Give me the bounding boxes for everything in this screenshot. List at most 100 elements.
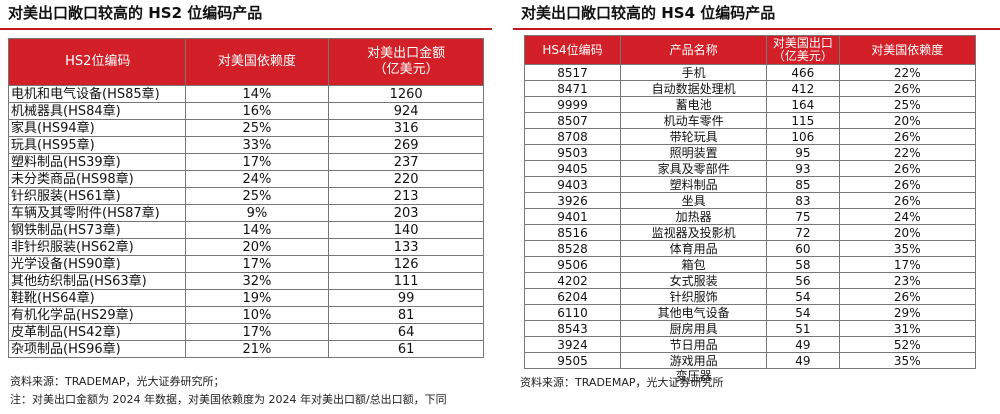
hs2-col-code: HS2位编码 — [8, 38, 186, 86]
hs4-cell-amount: 72 — [766, 224, 840, 241]
hs4-table-row: 9999 蓄电池 164 25% — [523, 96, 977, 113]
hs2-table-row: 电机和电气设备(HS85章) 14% 1260 — [8, 85, 484, 103]
hs4-cell-product: 自动数据处理机 — [620, 80, 768, 97]
hs4-cell-dependency: 26% — [838, 288, 977, 305]
hs4-cell-code: 8708 — [523, 128, 622, 145]
hs4-table-row: 8507 机动车零件 115 20% — [523, 112, 977, 129]
hs2-cell-dependency: 16% — [184, 102, 330, 120]
hs2-cell-amount: 133 — [328, 238, 484, 256]
hs2-cell-amount: 64 — [328, 323, 484, 341]
hs2-table: HS2位编码 对美国依赖度 对美出口金额 （亿美元） 电机和电气设备(HS85章… — [8, 38, 484, 358]
hs4-table-row: 3924 节日用品 49 52% — [523, 336, 977, 353]
hs4-cell-dependency: 35% — [838, 240, 977, 257]
hs2-cell-amount: 924 — [328, 102, 484, 120]
hs2-table-row: 家具(HS94章) 25% 316 — [8, 119, 484, 137]
hs2-table-row: 皮革制品(HS42章) 17% 64 — [8, 323, 484, 341]
hs4-col-amount: 对美国出口 （亿美元） — [766, 35, 840, 65]
hs2-cell-amount: 111 — [328, 272, 484, 290]
left-title: 对美出口敞口较高的 HS2 位编码产品 — [8, 4, 263, 22]
hs2-cell-code: 玩具(HS95章) — [8, 136, 186, 154]
hs4-table-row: 9403 塑料制品 85 26% — [523, 176, 977, 193]
hs4-cell-product: 加热器 — [620, 208, 768, 225]
hs2-cell-code: 塑料制品(HS39章) — [8, 153, 186, 171]
hs2-cell-amount: 213 — [328, 187, 484, 205]
hs4-col-dependency: 对美国依赖度 — [838, 35, 977, 65]
hs2-cell-code: 针织服装(HS61章) — [8, 187, 186, 205]
hs4-cell-product: 机动车零件 — [620, 112, 768, 129]
hs4-cell-amount: 466 — [766, 64, 840, 81]
hs4-cell-product: 照明装置 — [620, 144, 768, 161]
hs4-table: HS4位编码 产品名称 对美国出口 （亿美元） 对美国依赖度 8517 手机 466… — [523, 35, 977, 384]
hs2-cell-code: 车辆及其零附件(HS87章) — [8, 204, 186, 222]
hs4-table-row: 6204 针织服饰 54 26% — [523, 288, 977, 305]
hs2-table-row: 塑料制品(HS39章) 17% 237 — [8, 153, 484, 171]
hs4-cell-dependency: 24% — [838, 208, 977, 225]
hs4-cell-code: 9999 — [523, 96, 622, 113]
hs2-table-row: 玩具(HS95章) 33% 269 — [8, 136, 484, 154]
hs4-cell-dependency: 26% — [838, 160, 977, 177]
hs4-cell-product: 针织服饰 — [620, 288, 768, 305]
hs4-cell-dependency: 20% — [838, 224, 977, 241]
hs2-cell-dependency: 24% — [184, 170, 330, 188]
hs4-cell-product: 节日用品 — [620, 336, 768, 353]
hs4-cell-dependency: 26% — [838, 176, 977, 193]
hs2-cell-code: 皮革制品(HS42章) — [8, 323, 186, 341]
hs4-cell-amount: 49 — [766, 352, 840, 369]
hs4-cell-dependency: 26% — [838, 80, 977, 97]
hs4-cell-code: 9405 — [523, 160, 622, 177]
hs2-table-row: 有机化学品(HS29章) 10% 81 — [8, 306, 484, 324]
hs4-cell-code: 8543 — [523, 320, 622, 337]
hs4-table-row: 9506 箱包 58 17% — [523, 256, 977, 273]
hs4-cell-amount: 83 — [766, 192, 840, 209]
hs4-cell-code: 3924 — [523, 336, 622, 353]
hs2-header-row: HS2位编码 对美国依赖度 对美出口金额 （亿美元） — [8, 38, 484, 86]
hs2-cell-dependency: 17% — [184, 255, 330, 273]
hs2-cell-dependency: 19% — [184, 289, 330, 307]
hs4-cell-amount: 56 — [766, 272, 840, 289]
hs4-cell-amount: 106 — [766, 128, 840, 145]
hs4-cell-dependency: 31% — [838, 320, 977, 337]
hs2-cell-dependency: 14% — [184, 221, 330, 239]
hs2-cell-code: 其他纺织制品(HS63章) — [8, 272, 186, 290]
hs4-cell-product: 体育用品 — [620, 240, 768, 257]
hs4-cell-amount: 75 — [766, 208, 840, 225]
left-note: 注：对美出口金额为 2024 年数据，对美国依赖度为 2024 年对美出口额/总… — [10, 393, 447, 406]
hs4-table-row: 9503 照明装置 95 22% — [523, 144, 977, 161]
hs4-col-code: HS4位编码 — [523, 35, 622, 65]
hs4-cell-amount: 95 — [766, 144, 840, 161]
left-source: 资料来源：TRADEMAP，光大证券研究所； — [10, 375, 225, 388]
hs4-cell-product: 塑料制品 — [620, 176, 768, 193]
hs2-cell-dependency: 10% — [184, 306, 330, 324]
hs4-header-row: HS4位编码 产品名称 对美国出口 （亿美元） 对美国依赖度 — [523, 35, 977, 65]
hs4-cell-product: 监视器及投影机 — [620, 224, 768, 241]
hs4-cell-code: 4202 — [523, 272, 622, 289]
hs2-cell-dependency: 17% — [184, 323, 330, 341]
hs4-cell-amount: 49 — [766, 336, 840, 353]
hs2-cell-amount: 81 — [328, 306, 484, 324]
hs4-cell-amount: 85 — [766, 176, 840, 193]
right-panel: 对美出口敞口较高的 HS4 位编码产品 — [513, 0, 1000, 30]
hs4-cell-code: 8516 — [523, 224, 622, 241]
hs2-table-row: 钢铁制品(HS73章) 14% 140 — [8, 221, 484, 239]
hs2-cell-code: 电机和电气设备(HS85章) — [8, 85, 186, 103]
hs4-cell-amount: 412 — [766, 80, 840, 97]
hs4-cell-product: 家具及零部件 — [620, 160, 768, 177]
hs2-cell-amount: 61 — [328, 340, 484, 358]
hs4-overflow-empty — [839, 369, 975, 384]
hs2-cell-code: 钢铁制品(HS73章) — [8, 221, 186, 239]
hs4-cell-product: 手机 — [620, 64, 768, 81]
hs2-cell-amount: 220 — [328, 170, 484, 188]
hs4-cell-amount: 93 — [766, 160, 840, 177]
hs2-col-dependency: 对美国依赖度 — [184, 38, 330, 86]
hs4-cell-amount: 54 — [766, 288, 840, 305]
hs2-table-row: 杂项制品(HS96章) 21% 61 — [8, 340, 484, 358]
hs4-cell-code: 9401 — [523, 208, 622, 225]
hs4-col-product: 产品名称 — [620, 35, 768, 65]
hs2-cell-code: 非针织服装(HS62章) — [8, 238, 186, 256]
hs2-table-row: 机械器具(HS84章) 16% 924 — [8, 102, 484, 120]
right-title: 对美出口敞口较高的 HS4 位编码产品 — [521, 4, 776, 22]
hs4-cell-product: 其他电气设备 — [620, 304, 768, 321]
hs4-cell-product: 厨房用具 — [620, 320, 768, 337]
hs4-cell-product: 游戏用品 — [620, 352, 768, 369]
hs2-cell-amount: 140 — [328, 221, 484, 239]
